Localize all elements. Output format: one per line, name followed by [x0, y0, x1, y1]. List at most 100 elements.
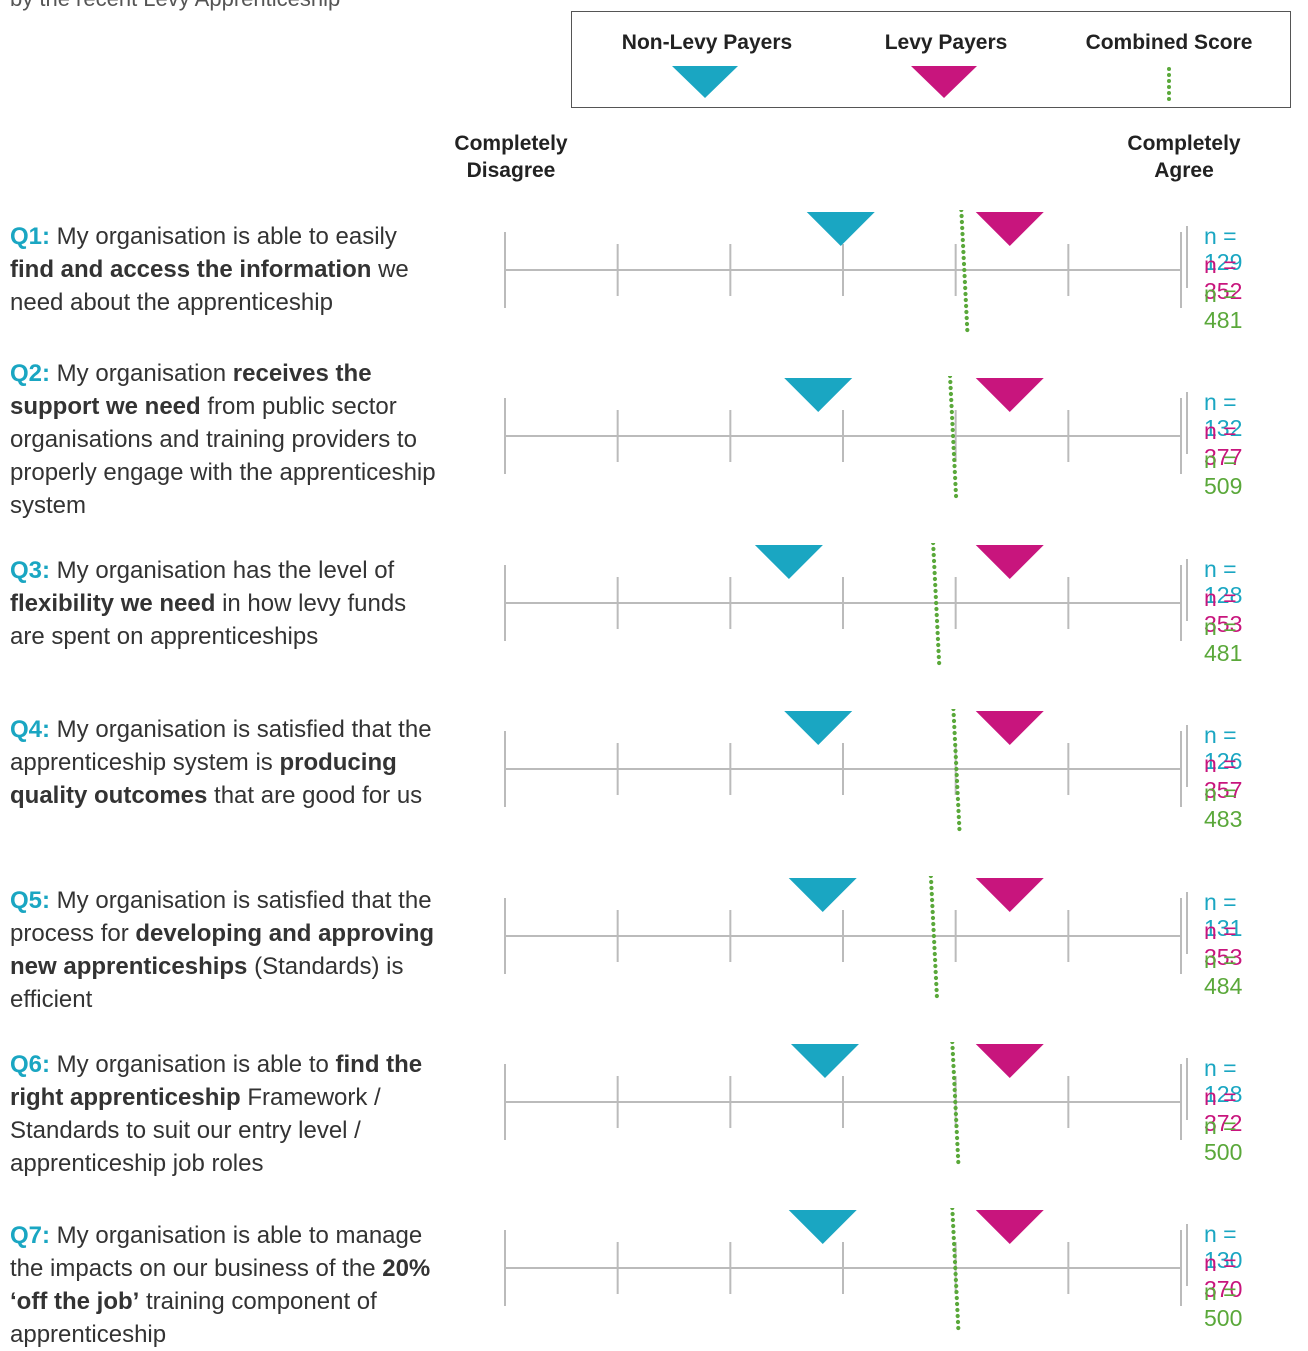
combined-dot	[950, 1211, 955, 1217]
combined-dot	[951, 1229, 956, 1235]
n-count-non-levy: n = 129	[1204, 223, 1243, 275]
non-levy-marker	[790, 1044, 859, 1078]
question-text-3: Q3: My organisation has the level of fle…	[10, 554, 440, 653]
combined-dot	[950, 415, 955, 421]
combined-dot	[953, 742, 958, 748]
scale-row-6	[504, 1042, 1182, 1165]
levy-marker	[975, 878, 1044, 912]
combined-dot	[956, 1325, 961, 1331]
combined-dot	[963, 285, 968, 291]
combined-dot	[952, 469, 957, 475]
combined-dot	[951, 1057, 956, 1063]
combined-dot	[956, 808, 961, 814]
question-text-7: Q7: My organisation is able to manage th…	[10, 1219, 440, 1351]
combined-dot	[929, 885, 934, 891]
question-segment: My organisation is satisfied that the ap…	[10, 716, 432, 776]
question-emphasis: find the right apprenticeship	[10, 1051, 423, 1111]
combined-dot	[955, 1319, 961, 1325]
n-separator	[1186, 226, 1188, 288]
combined-dot	[950, 1208, 955, 1211]
non-levy-marker	[806, 212, 875, 246]
scale-left-line-2: Disagree	[466, 159, 556, 182]
combined-dot	[932, 945, 937, 951]
combined-dot	[954, 1289, 959, 1295]
levy-marker	[975, 711, 1044, 745]
combined-dot	[959, 213, 964, 219]
combined-dot	[962, 273, 967, 279]
combined-dot	[928, 876, 933, 879]
combined-dot	[955, 790, 960, 796]
combined-dot	[956, 814, 961, 820]
combined-dot	[954, 1123, 959, 1129]
n-separator	[1186, 892, 1188, 954]
combined-dot	[954, 1283, 959, 1289]
scale-left-line-1: Completely	[454, 132, 568, 155]
combined-dot	[961, 255, 966, 261]
combined-dot	[960, 237, 965, 243]
n-count-non-levy: n = 128	[1204, 1055, 1243, 1107]
combined-dot	[955, 1153, 961, 1159]
combined-dot	[956, 802, 961, 808]
legend-combined-label: Combined Score	[1085, 31, 1253, 54]
combined-dot	[953, 1265, 958, 1271]
combined-dot	[955, 1141, 960, 1147]
combined-dot	[951, 1241, 957, 1247]
combined-dot	[960, 225, 965, 231]
n-count-non-levy: n = 126	[1204, 722, 1243, 774]
n-count-levy: n = 372	[1204, 1084, 1243, 1136]
non-levy-marker	[788, 1210, 857, 1244]
scale-row-5	[504, 876, 1182, 999]
combined-dot	[936, 642, 941, 648]
combined-dot	[964, 321, 970, 327]
combined-dot	[952, 724, 957, 730]
combined-dot	[932, 570, 937, 576]
question-emphasis: developing and approving new apprentices…	[10, 920, 435, 980]
n-separator	[1186, 1058, 1188, 1120]
combined-dot	[951, 439, 956, 445]
combined-dot	[951, 445, 956, 451]
scale-row-1	[504, 210, 1182, 333]
combined-dot	[953, 1111, 958, 1117]
combined-dot	[931, 546, 936, 552]
non-levy-marker	[784, 378, 853, 412]
question-text-1: Q1: My organisation is able to easily fi…	[10, 220, 440, 319]
scale-right-line-2: Agree	[1154, 159, 1214, 182]
combined-dot	[951, 718, 957, 724]
combined-dot	[954, 772, 959, 778]
combined-dot	[952, 1247, 957, 1253]
combined-dot	[935, 636, 941, 642]
levy-marker	[975, 1210, 1044, 1244]
combined-dot	[950, 1217, 955, 1223]
scale-right-label: Completely Agree	[1127, 130, 1240, 184]
n-separator	[1186, 392, 1188, 454]
combined-dot	[933, 963, 938, 969]
combined-dot	[953, 1277, 958, 1283]
intro-text: by the recent Levy Apprenticeship	[10, 0, 340, 12]
combined-dot	[935, 624, 940, 630]
combined-dot	[932, 951, 937, 957]
n-count-non-levy: n = 130	[1204, 1221, 1243, 1273]
combined-dot	[930, 909, 935, 915]
n-count-levy: n = 357	[1204, 751, 1243, 803]
n-count-combined: n = 509	[1204, 447, 1243, 499]
question-segment: that are good for us	[207, 782, 423, 809]
combined-dot	[931, 558, 937, 564]
combined-dot	[951, 1223, 956, 1229]
question-emphasis: producing quality outcomes	[10, 749, 397, 809]
n-separator	[1186, 725, 1188, 787]
question-segment: we need about the apprenticeship	[10, 256, 409, 316]
n-count-non-levy: n = 132	[1204, 389, 1243, 441]
combined-score-marker	[951, 709, 962, 832]
combined-dot	[964, 303, 969, 309]
question-text-2: Q2: My organisation receives the support…	[10, 357, 440, 522]
question-segment: My organisation has the level of	[50, 557, 395, 584]
combined-dot	[949, 403, 954, 409]
question-segment: My organisation is satisfied that the pr…	[10, 887, 432, 947]
combined-dot	[934, 606, 939, 612]
levy-marker	[975, 378, 1044, 412]
combined-dot	[931, 921, 936, 927]
question-emphasis: find and access the information	[10, 256, 372, 283]
combined-dot	[959, 219, 965, 225]
question-id: Q4:	[10, 716, 51, 743]
combined-dot	[950, 433, 956, 439]
